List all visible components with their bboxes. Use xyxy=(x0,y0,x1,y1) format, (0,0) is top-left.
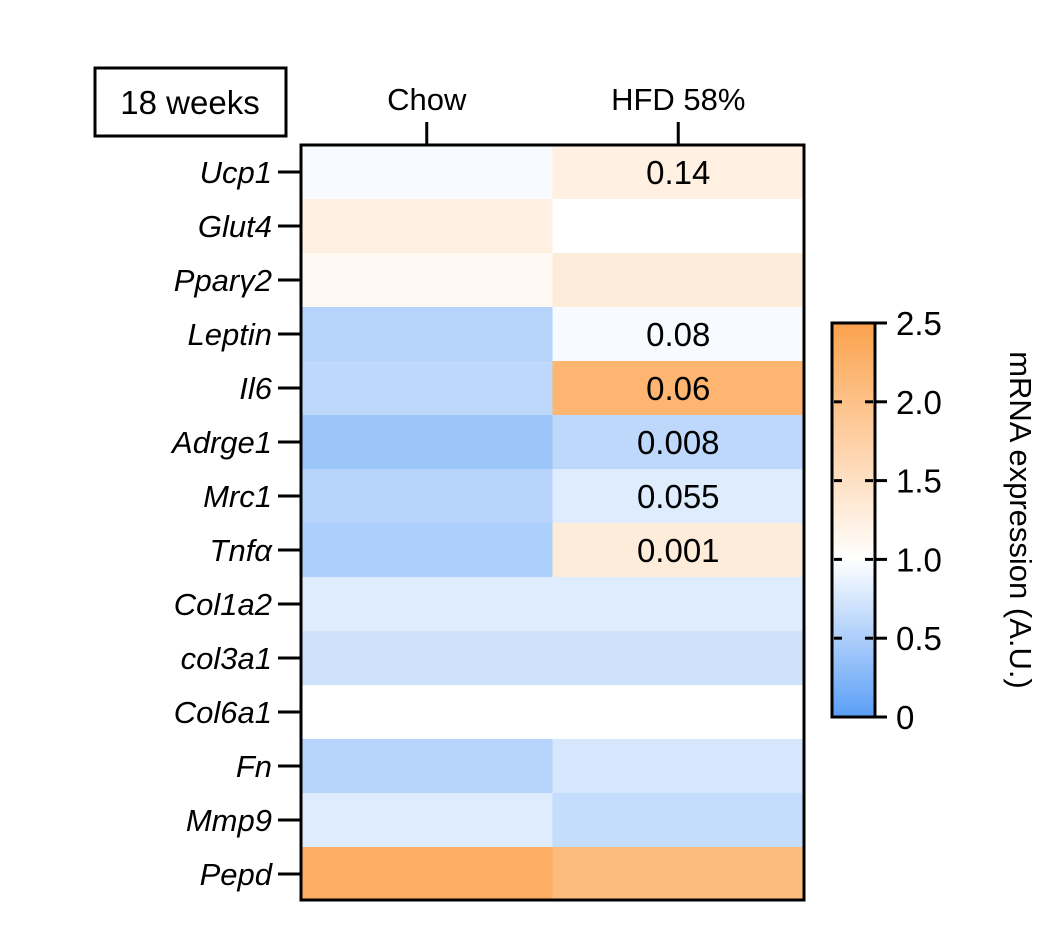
heatmap-cell-ppar-2-chow xyxy=(301,253,553,308)
colorbar-tick-label: 1.5 xyxy=(896,463,942,500)
heatmap-cell-mrc1-hfd-58 xyxy=(552,469,805,524)
colorbar-tick-label: 0.5 xyxy=(896,620,942,657)
row-label: col3a1 xyxy=(181,641,272,676)
column-labels: Chow HFD 58% xyxy=(387,82,745,145)
row-label: Fn xyxy=(236,749,272,784)
heatmap-cell-adrge1-chow xyxy=(301,415,553,470)
cell-annotation: 0.055 xyxy=(637,478,720,515)
chart-title: 18 weeks xyxy=(93,66,288,138)
row-label: Glut4 xyxy=(198,209,272,244)
colorbar-tick-label: 1.0 xyxy=(896,541,942,578)
heatmap-cell-col3a1-hfd-58 xyxy=(552,631,805,686)
heatmap-border xyxy=(299,143,806,902)
row-label: Tnfα xyxy=(210,533,274,568)
heatmap-cell-col6a1-chow xyxy=(301,685,553,740)
row-label: Mrc1 xyxy=(203,479,272,514)
cell-annotation: 0.001 xyxy=(637,532,720,569)
heatmap-cell-col3a1-chow xyxy=(301,631,553,686)
heatmap-cell-il6-hfd-58 xyxy=(552,361,805,416)
colorbar-tick-label: 2.5 xyxy=(896,305,942,342)
heatmap-cell-pepd-hfd-58 xyxy=(552,847,805,902)
heatmap-cell-ucp1-hfd-58 xyxy=(552,145,805,200)
heatmap-cell-tnf-hfd-58 xyxy=(552,523,805,578)
row-label: Il6 xyxy=(239,371,273,406)
colorbar-ticks: 0 0.5 1.0 1.5 2.0 2.5 xyxy=(834,305,942,736)
row-label: Pepd xyxy=(200,857,274,892)
title-box xyxy=(93,66,288,138)
heatmap-cell-glut4-chow xyxy=(301,199,553,254)
row-label: Adrge1 xyxy=(170,425,272,460)
heatmap-cell-col6a1-hfd-58 xyxy=(552,685,805,740)
heatmap-cell-pepd-chow xyxy=(301,847,553,902)
heatmap-cell-mmp9-hfd-58 xyxy=(552,793,805,848)
cell-annotations: 0.14 0.08 0.06 0.008 0.055 0.001 xyxy=(637,154,720,569)
colorbar-tick-label: 0 xyxy=(896,699,914,736)
heatmap-cell-adrge1-hfd-58 xyxy=(552,415,805,470)
heatmap-cells xyxy=(301,145,805,902)
heatmap-cell-leptin-chow xyxy=(301,307,553,362)
column-label: HFD 58% xyxy=(611,82,745,117)
column-label: Chow xyxy=(387,82,467,117)
heatmap-cell-mmp9-chow xyxy=(301,793,553,848)
heatmap-cell-col1a2-chow xyxy=(301,577,553,632)
colorbar: 0 0.5 1.0 1.5 2.0 2.5 mRNA expression (A.U.) xyxy=(830,305,1038,736)
row-label: Pparγ2 xyxy=(174,263,272,298)
heatmap-cell-ucp1-chow xyxy=(301,145,553,200)
cell-annotation: 0.14 xyxy=(646,154,710,191)
heatmap-cell-ppar-2-hfd-58 xyxy=(552,253,805,308)
row-label: Col6a1 xyxy=(174,695,272,730)
cell-annotation: 0.008 xyxy=(637,424,720,461)
row-label: Leptin xyxy=(188,317,272,352)
row-label: Col1a2 xyxy=(174,587,272,622)
heatmap-cell-tnf-chow xyxy=(301,523,553,578)
colorbar-title: mRNA expression (A.U.) xyxy=(1003,351,1038,689)
row-label: Ucp1 xyxy=(200,155,272,190)
heatmap-cell-fn-chow xyxy=(301,739,553,794)
heatmap-cell-mrc1-chow xyxy=(301,469,553,524)
cell-annotation: 0.08 xyxy=(646,316,710,353)
heatmap-cell-fn-hfd-58 xyxy=(552,739,805,794)
heatmap-cell-leptin-hfd-58 xyxy=(552,307,805,362)
colorbar-tick-label: 2.0 xyxy=(896,384,942,421)
colorbar-gradient xyxy=(830,321,877,719)
row-labels: Ucp1 Glut4 Pparγ2 Leptin Il6 Adrge1 Mrc1 Tnfα Co… xyxy=(170,155,301,892)
row-label: Mmp9 xyxy=(186,803,272,838)
cell-annotation: 0.06 xyxy=(646,370,710,407)
heatmap-cell-glut4-hfd-58 xyxy=(552,199,805,254)
heatmap-cell-il6-chow xyxy=(301,361,553,416)
title-text: 18 weeks xyxy=(120,84,259,121)
heatmap-cell-col1a2-hfd-58 xyxy=(552,577,805,632)
